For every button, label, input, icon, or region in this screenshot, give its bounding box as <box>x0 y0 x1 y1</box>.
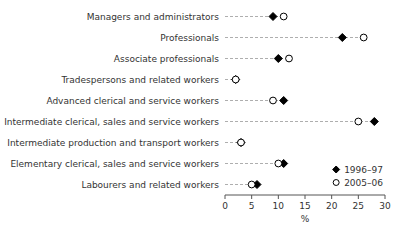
legend-marker <box>333 180 339 186</box>
x-tick-label: 30 <box>379 201 391 211</box>
dot <box>338 34 346 42</box>
dot <box>248 181 255 188</box>
chart: Managers and administrators Professionals… <box>0 0 397 227</box>
y-tick-label: Professionals <box>160 33 219 43</box>
x-tick-label: 5 <box>249 201 255 211</box>
x-tick-label: 15 <box>299 201 310 211</box>
x-tick-label: 0 <box>222 201 228 211</box>
y-tick-labels: Managers and administrators Professionals… <box>4 12 219 190</box>
dot <box>280 97 288 105</box>
legend-label: 2005–06 <box>344 178 383 188</box>
y-tick-label: Managers and administrators <box>87 12 220 22</box>
legend-label: 1996–97 <box>344 165 383 175</box>
x-tick <box>251 195 252 199</box>
x-tick <box>305 195 306 199</box>
x-tick <box>278 195 279 199</box>
dot <box>355 118 362 125</box>
legend-marker <box>333 166 340 173</box>
dot <box>274 55 282 63</box>
x-tick <box>331 195 332 199</box>
dot <box>275 160 282 167</box>
y-tick-label: Labourers and related workers <box>81 180 219 190</box>
guide-line <box>225 121 374 122</box>
dot <box>370 118 378 126</box>
dot <box>232 76 239 83</box>
dot <box>280 13 287 20</box>
y-tick-label: Elementary clerical, sales and service w… <box>10 159 219 169</box>
dot <box>237 139 245 147</box>
x-tick-label: 25 <box>353 201 364 211</box>
y-tick-label: Tradespersons and related workers <box>60 75 219 85</box>
series <box>232 13 367 188</box>
series <box>232 13 379 189</box>
dot <box>270 97 277 104</box>
dot <box>360 34 367 41</box>
x-tick <box>225 195 226 199</box>
dot <box>232 76 240 84</box>
x-tick-label: 20 <box>326 201 338 211</box>
dot <box>269 13 277 21</box>
x-tick-label: 10 <box>273 201 285 211</box>
x-axis: 0 5 10 15 20 25 30% <box>222 195 391 224</box>
y-tick-label: Associate professionals <box>114 54 219 64</box>
y-tick-label: Intermediate production and transport wo… <box>7 138 219 148</box>
legend: 1996–97 2005–06 <box>333 165 384 188</box>
y-tick-label: Intermediate clerical, sales and service… <box>4 117 219 127</box>
plot-area <box>225 13 378 189</box>
x-tick <box>385 195 386 199</box>
x-axis-label: % <box>301 214 310 224</box>
y-tick-label: Advanced clerical and service workers <box>46 96 219 106</box>
x-tick <box>358 195 359 199</box>
dot <box>238 139 245 146</box>
dot <box>286 55 293 62</box>
